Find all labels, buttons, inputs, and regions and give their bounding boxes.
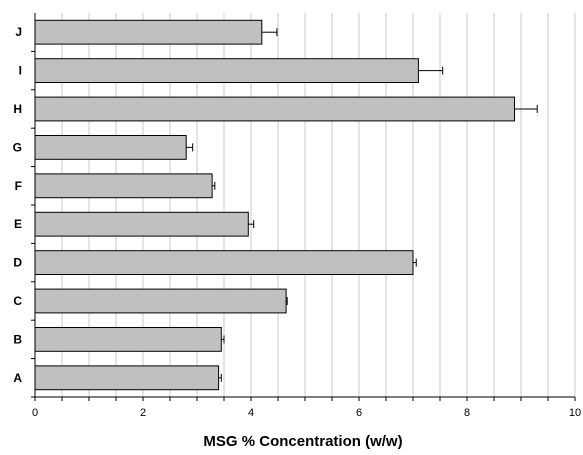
category-label-i: I: [19, 64, 22, 78]
bar-c: [34, 288, 287, 314]
category-label-c: C: [13, 294, 22, 308]
category-label-a: A: [13, 371, 22, 385]
x-tick-labels: 0 2 4 6 8 10: [32, 407, 581, 419]
x-tick-label: 10: [569, 407, 581, 419]
x-tick-label: 8: [464, 407, 470, 419]
bar-d: [34, 250, 414, 276]
bar-b: [34, 326, 222, 352]
axes: [31, 13, 576, 401]
bar-i: [34, 58, 419, 84]
x-tick-label: 2: [140, 407, 146, 419]
category-label-g: G: [13, 140, 22, 154]
bar-g: [34, 134, 187, 160]
error-bars: [186, 28, 538, 382]
bar-h: [34, 96, 516, 122]
category-label-d: D: [13, 256, 22, 270]
x-tick-label: 0: [32, 407, 38, 419]
category-label-b: B: [13, 332, 22, 346]
bars: [34, 19, 516, 391]
category-label-j: J: [15, 25, 22, 39]
y-category-labels: A B C D E F G H I J: [13, 25, 23, 385]
bar-e: [34, 211, 249, 237]
bar-j: [34, 19, 263, 45]
category-label-e: E: [14, 217, 22, 231]
bar-f: [34, 173, 213, 199]
x-tick-label: 6: [356, 407, 362, 419]
category-label-h: H: [13, 102, 22, 116]
category-label-f: F: [15, 179, 22, 193]
bar-a: [34, 365, 220, 391]
x-tick-label: 4: [248, 407, 254, 419]
x-axis-title: MSG % Concentration (w/w): [203, 433, 402, 450]
